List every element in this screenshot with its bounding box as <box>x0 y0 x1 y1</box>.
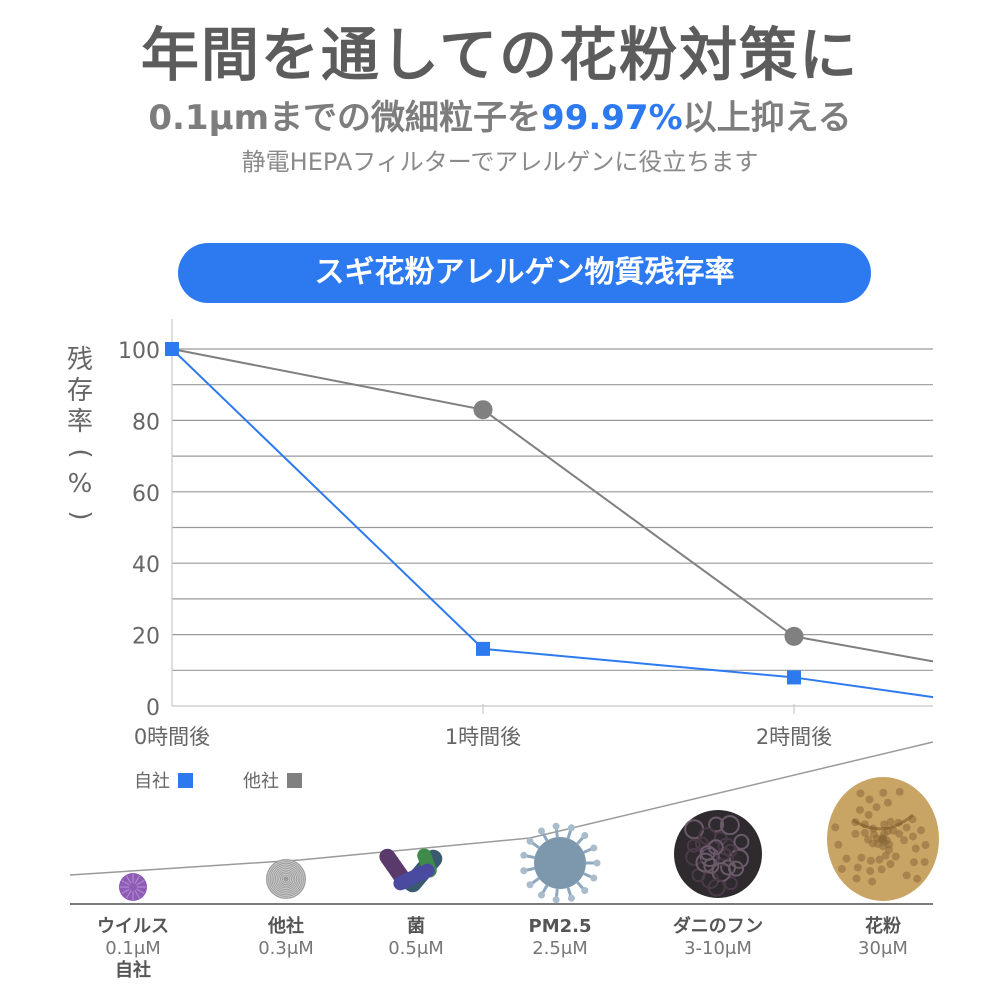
particle-caption: 菌 0.5μM <box>346 916 486 960</box>
virus-icon <box>119 873 147 901</box>
scale-line <box>69 741 934 876</box>
particle-name: 花粉 <box>865 916 901 937</box>
y-axis-label-text: 残存率(%) <box>60 345 100 531</box>
legend: 自社 他社 <box>134 767 302 793</box>
subhead-prefix: 0.1µmまでの微細粒子を <box>148 98 542 138</box>
particle-caption: ダニのフン 3-10μM <box>648 916 788 960</box>
tagline: 静電HEPAフィルターでアレルゲンに役立ちます <box>241 148 759 176</box>
y-axis-label-char: 残 <box>66 345 93 375</box>
pollen-icon <box>827 777 939 901</box>
data-point-own <box>476 641 490 656</box>
y-axis-label-char: % <box>67 469 93 499</box>
mite-feces-icon <box>674 810 762 898</box>
bacteria-icon <box>379 848 443 893</box>
x-tick-label: 0時間後 <box>134 725 210 749</box>
particle-size: 2.5μM <box>532 938 588 959</box>
particle-name: ダニのフン <box>672 916 764 937</box>
legend-swatch-own <box>178 772 193 788</box>
series-line-own <box>171 348 934 699</box>
y-tick-label: 60 <box>132 482 160 507</box>
particle-caption: ウイルス 0.1μM 自社 <box>63 916 203 982</box>
series-line-other <box>171 348 934 663</box>
particle-name: 菌 <box>407 916 425 937</box>
y-axis-label: 残存率(%) <box>60 345 100 531</box>
particle-caption: PM2.5 2.5μM <box>490 916 630 960</box>
y-tick-label: 100 <box>118 339 160 364</box>
y-tick-label: 80 <box>132 410 160 435</box>
legend-item-other: 他社 <box>243 767 302 793</box>
x-tick-label: 2時間後 <box>756 725 832 749</box>
particle-brand: 自社 <box>115 960 151 981</box>
data-point-other <box>784 626 804 646</box>
subhead-accent: 99.97% <box>541 98 683 138</box>
subhead-suffix: 以上抑える <box>682 98 852 138</box>
particle-size: 3-10μM <box>684 938 752 959</box>
chart-title-banner: スギ花粉アレルゲン物質残存率 <box>178 243 871 303</box>
y-tick-label: 40 <box>132 553 160 578</box>
y-axis-label-char: 存 <box>66 376 93 406</box>
data-point-own <box>787 670 801 685</box>
legend-item-own: 自社 <box>134 767 193 793</box>
x-tick-label: 1時間後 <box>445 725 521 749</box>
particle-caption: 花粉 30μM <box>813 916 953 960</box>
headline: 年間を通しての花粉対策に <box>140 21 860 89</box>
legend-label-own: 自社 <box>134 771 170 792</box>
particle-size: 0.5μM <box>388 938 444 959</box>
particle-caption: 他社 0.3μM <box>216 916 356 960</box>
legend-swatch-other <box>287 772 302 788</box>
subhead: 0.1µmまでの微細粒子を99.97%以上抑える <box>0 90 1000 139</box>
data-point-own <box>165 342 179 356</box>
y-tick-label: 0 <box>146 696 160 721</box>
y-axis-label-char: 率 <box>66 407 93 437</box>
legend-label-other: 他社 <box>243 771 279 792</box>
dust-ball-icon <box>266 859 306 899</box>
particle-size: 0.1μM <box>105 938 161 959</box>
particle-name: ウイルス <box>97 916 169 937</box>
particle-size: 30μM <box>858 938 908 959</box>
pm25-icon <box>520 822 601 904</box>
data-point-other <box>473 400 493 420</box>
y-tick-label: 20 <box>132 625 160 650</box>
particle-size: 0.3μM <box>258 938 314 959</box>
particle-name: 他社 <box>268 916 304 937</box>
particle-name: PM2.5 <box>528 916 592 937</box>
